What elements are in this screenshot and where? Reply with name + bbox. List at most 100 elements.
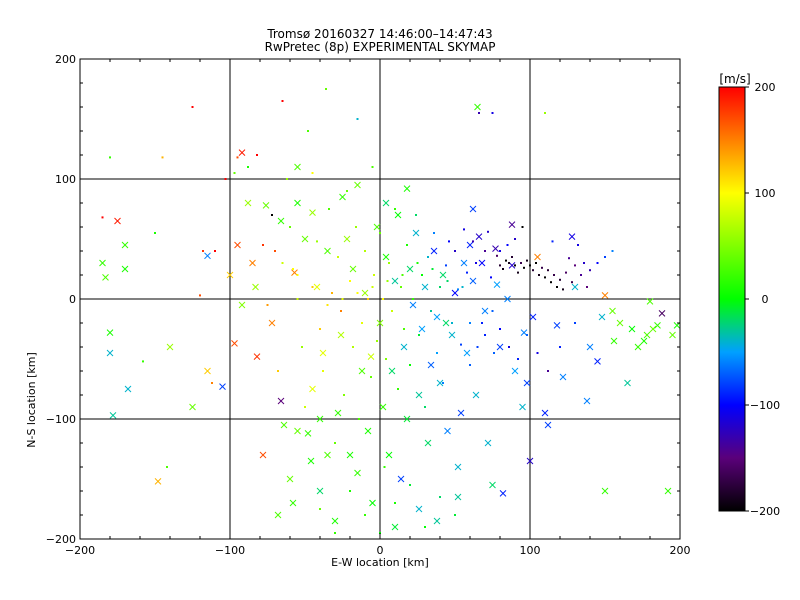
data-point-dot — [481, 322, 483, 324]
data-point-x — [526, 457, 534, 465]
data-point-x — [397, 475, 405, 483]
data-point-dot — [379, 232, 381, 234]
data-point-dot — [382, 298, 384, 300]
data-point-dot — [487, 230, 489, 233]
data-point-dot — [506, 244, 509, 246]
data-point-dot — [373, 274, 375, 276]
data-point-x — [106, 329, 114, 336]
data-point-x — [598, 313, 606, 321]
colorbar-label: [m/s] — [719, 72, 750, 86]
data-point-dot — [508, 346, 510, 348]
data-point-x — [616, 319, 624, 327]
data-point-dot — [583, 262, 585, 264]
data-point-x — [316, 487, 324, 495]
data-point-x — [166, 343, 174, 351]
data-point-x — [391, 523, 399, 531]
data-point-x — [106, 349, 114, 357]
data-point-dot — [352, 346, 354, 348]
data-point-x — [280, 421, 288, 429]
data-point-x — [634, 343, 642, 351]
data-point-x — [544, 421, 552, 429]
data-point-dot — [340, 310, 342, 312]
data-point-x — [624, 379, 631, 387]
data-point-dot — [511, 256, 513, 258]
data-point-dot — [349, 280, 351, 282]
data-point-x — [109, 412, 117, 419]
data-point-x — [385, 451, 393, 459]
data-point-dot — [553, 274, 555, 276]
data-point-x — [586, 343, 594, 351]
data-point-dot — [431, 268, 434, 270]
data-point-dot — [502, 268, 504, 270]
data-point-dot — [400, 286, 402, 288]
data-point-dot — [586, 286, 588, 288]
y-tick-label: −200 — [46, 533, 76, 546]
data-point-dot — [154, 232, 156, 234]
data-point-dot — [361, 322, 363, 324]
data-point-dot — [574, 264, 576, 267]
data-point-dot — [271, 214, 273, 216]
data-point-dot — [409, 484, 411, 486]
data-point-x — [403, 185, 411, 192]
data-point-x — [189, 403, 196, 411]
colorbar: −200 −100 0 100 200 [m/s] — [718, 72, 780, 518]
data-point-x — [406, 265, 414, 273]
data-point-dot — [346, 190, 348, 192]
data-point-dot — [289, 226, 291, 228]
data-point-x — [268, 319, 276, 327]
data-point-x — [99, 259, 106, 267]
data-point-dot — [439, 286, 441, 288]
data-point-dot — [364, 250, 366, 252]
data-point-x — [463, 349, 471, 357]
data-point-x — [309, 209, 316, 216]
data-point-dot — [523, 266, 525, 269]
data-point-x — [244, 199, 252, 207]
data-point-x — [382, 199, 390, 207]
data-point-dot — [277, 370, 279, 372]
data-point-dot — [547, 269, 549, 272]
data-point-dot — [526, 259, 528, 262]
data-point-dot — [211, 382, 213, 384]
data-point-x — [481, 307, 489, 315]
data-point-dot — [202, 250, 204, 252]
data-point-x — [415, 391, 423, 399]
data-point-dot — [460, 343, 462, 346]
data-point-x — [313, 283, 321, 291]
data-point-x — [628, 325, 636, 333]
data-point-dot — [424, 526, 426, 528]
data-point-x — [301, 235, 309, 243]
data-point-x — [594, 358, 601, 365]
data-point-dot — [496, 254, 498, 257]
data-point-x — [337, 331, 345, 339]
data-point-x — [102, 274, 109, 281]
data-point-dot — [109, 156, 111, 159]
data-point-x — [511, 367, 519, 375]
data-point-dot — [376, 340, 378, 342]
data-point-x — [358, 367, 366, 375]
data-point-dot — [367, 298, 369, 300]
data-point-dot — [469, 322, 471, 324]
data-point-x — [457, 409, 465, 417]
data-point-x — [354, 181, 361, 189]
data-point-dot — [499, 264, 501, 267]
data-point-dot — [383, 466, 386, 468]
data-point-dot — [433, 232, 435, 234]
data-point-dot — [559, 278, 561, 281]
data-point-dot — [491, 310, 494, 312]
data-point-x — [436, 379, 444, 387]
data-point-dot — [421, 274, 423, 276]
data-point-x — [448, 331, 456, 339]
data-point-dot — [536, 352, 539, 354]
data-point-x — [294, 427, 301, 435]
data-point-dot — [356, 118, 359, 120]
data-point-dot — [256, 154, 258, 156]
data-point-dot — [499, 250, 501, 252]
data-point-x — [454, 493, 462, 501]
data-point-x — [361, 289, 369, 297]
chart-subtitle: RwPretec (8p) EXPERIMENTAL SKYMAP — [264, 40, 496, 54]
data-point-dot — [281, 262, 284, 264]
data-point-x — [469, 277, 477, 285]
data-point-x — [418, 325, 426, 333]
data-point-x — [529, 313, 537, 321]
